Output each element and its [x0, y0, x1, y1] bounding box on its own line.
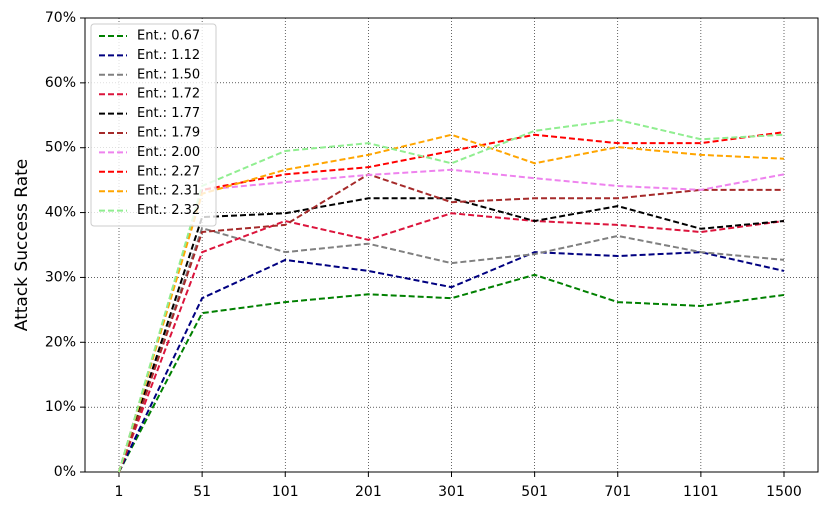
series-line [118, 131, 785, 473]
series-line [118, 197, 785, 473]
series-line [118, 173, 784, 473]
y-tick-label: 20% [45, 334, 76, 350]
x-tick-label: 1101 [683, 484, 719, 500]
y-tick-label: 40% [45, 205, 76, 221]
x-tick-label: 51 [193, 484, 211, 500]
legend-label: Ent.: 2.31 [137, 184, 200, 199]
y-tick-label: 10% [45, 399, 76, 415]
x-tick-label: 701 [604, 484, 631, 500]
series-line [118, 212, 785, 473]
legend-label: Ent.: 2.32 [137, 203, 200, 218]
legend-label: Ent.: 0.67 [137, 29, 200, 44]
series-line [118, 251, 785, 473]
x-tick-label: 1 [115, 484, 124, 500]
series-line [118, 273, 785, 473]
y-tick-label: 60% [45, 75, 76, 91]
plot-frame [84, 17, 819, 473]
series-line [118, 118, 785, 473]
y-axis-label: Attack Success Rate [12, 159, 32, 332]
x-tick-label: 1500 [766, 484, 802, 500]
legend-label: Ent.: 1.79 [137, 126, 200, 141]
series-line [118, 226, 785, 473]
legend-label: Ent.: 1.72 [137, 87, 200, 102]
legend-label: Ent.: 2.00 [137, 145, 200, 160]
legend-label: Ent.: 2.27 [137, 164, 200, 179]
legend-label: Ent.: 1.50 [137, 67, 200, 82]
x-tick-label: 201 [355, 484, 382, 500]
series-line [118, 168, 785, 473]
y-tick-label: 0% [54, 464, 76, 480]
x-tick-label: 301 [438, 484, 465, 500]
legend-label: Ent.: 1.12 [137, 48, 200, 63]
x-tick-label: 501 [521, 484, 548, 500]
legend: Ent.: 0.67 Ent.: 1.12 Ent.: 1.50 Ent.: 1.72… [90, 23, 217, 227]
y-tick-label: 30% [45, 269, 76, 285]
x-tick-label: 101 [272, 484, 299, 500]
y-tick-label: 50% [45, 140, 76, 156]
legend-label: Ent.: 1.77 [137, 106, 200, 121]
series-line [118, 133, 785, 473]
y-tick-label: 70% [45, 10, 76, 26]
